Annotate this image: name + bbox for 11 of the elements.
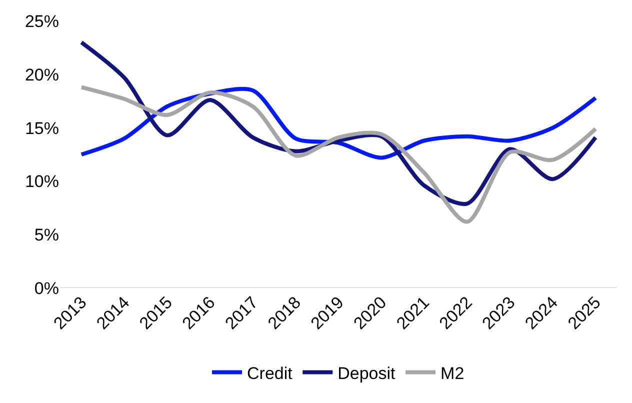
legend-label: M2 bbox=[440, 364, 464, 383]
legend-label: Credit bbox=[247, 364, 293, 383]
line-series bbox=[79, 40, 598, 206]
y-tick-label: 15% bbox=[24, 118, 59, 138]
line-series bbox=[79, 85, 598, 224]
y-tick-label: 25% bbox=[24, 12, 59, 31]
y-tick-label: 0% bbox=[34, 278, 59, 298]
y-tick-label: 20% bbox=[24, 65, 59, 84]
y-tick-label: 5% bbox=[34, 226, 59, 245]
legend-label: Deposit bbox=[338, 364, 396, 383]
y-tick-label: 10% bbox=[24, 172, 59, 192]
